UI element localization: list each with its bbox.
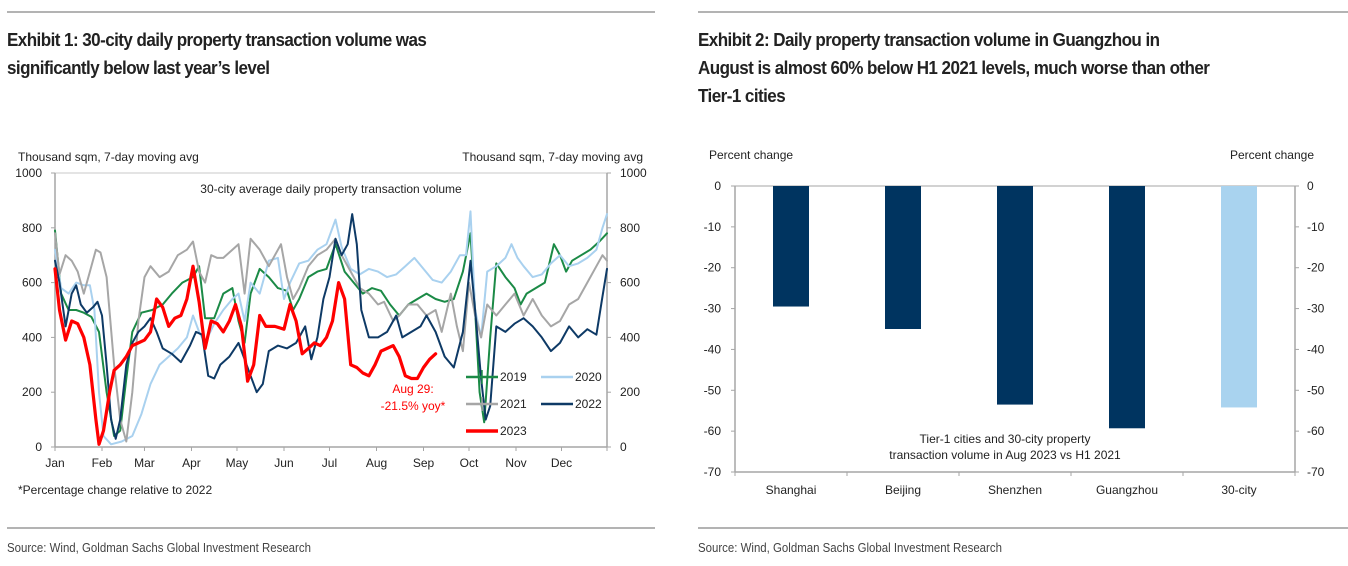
x-tick-label: Jan — [45, 456, 64, 470]
x-tick-label: Mar — [134, 456, 155, 470]
x-tick-label: Shenzhen — [988, 483, 1042, 497]
y-tick-label-left: -50 — [704, 383, 722, 397]
y-tick-label-right: 0 — [620, 440, 627, 454]
bar-30-city — [1221, 186, 1257, 408]
bar-guangzhou — [1109, 186, 1145, 429]
bar-shanghai — [773, 186, 809, 307]
x-tick-label: Dec — [551, 456, 572, 470]
series-line-2020 — [54, 210, 608, 446]
x-tick-label: Jun — [274, 456, 293, 470]
legend-label: 2019 — [500, 370, 527, 384]
series-line-2022 — [54, 213, 608, 440]
series-line-2023 — [53, 264, 438, 446]
y-tick-label-right: 0 — [1307, 179, 1314, 193]
y-tick-label-left: -70 — [704, 465, 722, 479]
y-tick-label-right: -20 — [1307, 261, 1325, 275]
chart-series-lines — [53, 210, 608, 446]
annotation-yoy: -21.5% yoy* — [381, 399, 446, 413]
x-tick-label: Apr — [182, 456, 201, 470]
y-axis-label-right: Percent change — [1230, 148, 1314, 162]
y-tick-label-right: 600 — [620, 276, 640, 290]
y-tick-label-right: -10 — [1307, 220, 1325, 234]
y-tick-label-right: 200 — [620, 385, 640, 399]
legend-item-2023: 2023 — [466, 424, 527, 438]
series-line-2021 — [54, 232, 608, 443]
top-divider — [698, 11, 1348, 13]
x-tick-label: Aug — [366, 456, 387, 470]
y-axis-label-left: Percent change — [709, 148, 793, 162]
x-tick-label: Guangzhou — [1096, 483, 1158, 497]
source-note: Source: Wind, Goldman Sachs Global Inves… — [7, 540, 311, 555]
bar-beijing — [885, 186, 921, 329]
chart-annotation-line-1: Tier-1 cities and 30-city property — [920, 432, 1091, 446]
legend-item-2022: 2022 — [541, 397, 602, 411]
y-tick-label-right: -50 — [1307, 383, 1325, 397]
line-chart-30-city-volume: Thousand sqm, 7-day moving avg Thousand … — [15, 150, 647, 497]
y-tick-label-left: 400 — [22, 330, 42, 344]
x-tick-label: Sep — [413, 456, 435, 470]
y-tick-label-left: -40 — [704, 342, 722, 356]
series-line-2019 — [54, 229, 608, 437]
exhibit-1-title-line-1: Exhibit 1: 30-city daily property transa… — [7, 29, 427, 50]
y-tick-label-left: -10 — [704, 220, 722, 234]
x-tick-label: Beijing — [885, 483, 921, 497]
y-tick-label-left: 0 — [35, 440, 42, 454]
bottom-divider — [698, 527, 1348, 529]
y-tick-label-right: 400 — [620, 330, 640, 344]
y-tick-label-left: 1000 — [15, 166, 42, 180]
y-tick-label-left: -60 — [704, 424, 722, 438]
y-tick-label-right: -60 — [1307, 424, 1325, 438]
exhibit-2-title-line-2: August is almost 60% below H1 2021 level… — [698, 57, 1210, 78]
exhibit-2-title-line-3: Tier-1 cities — [698, 85, 786, 106]
y-tick-label-right: -30 — [1307, 302, 1325, 316]
y-tick-label-left: 200 — [22, 385, 42, 399]
x-tick-label: Nov — [505, 456, 526, 470]
bar-chart-percent-change: Percent change Percent change 0 0 -10 -10 -2… — [704, 148, 1325, 497]
top-divider — [7, 11, 655, 13]
source-note: Source: Wind, Goldman Sachs Global Inves… — [698, 540, 1002, 555]
chart-annotation-line-2: transaction volume in Aug 2023 vs H1 202… — [889, 448, 1121, 462]
bottom-divider — [7, 527, 655, 529]
y-tick-label-right: -70 — [1307, 465, 1325, 479]
y-tick-label-right: 800 — [620, 221, 640, 235]
x-tick-label: 30-city — [1221, 483, 1256, 497]
exhibit-2-panel: Exhibit 2: Daily property transaction vo… — [674, 0, 1348, 566]
y-tick-label-left: -20 — [704, 261, 722, 275]
x-tick-label: Shanghai — [766, 483, 817, 497]
y-tick-label-right: 1000 — [620, 166, 647, 180]
y-tick-label-right: -40 — [1307, 342, 1325, 356]
bar-shenzhen — [997, 186, 1033, 405]
legend-label: 2021 — [500, 397, 527, 411]
chart-axes: 0 0 200 200 400 400 600 600 800 800 1000 1000 Jan Feb… — [15, 166, 647, 470]
chart-legend: 2019 2020 2021 2022 2023 — [466, 370, 602, 438]
y-axis-label-right: Thousand sqm, 7-day moving avg — [462, 150, 643, 164]
legend-item-2020: 2020 — [541, 370, 602, 384]
x-tick-label: Jul — [322, 456, 337, 470]
legend-item-2021: 2021 — [466, 397, 527, 411]
x-tick-label: Oct — [460, 456, 479, 470]
legend-item-2019: 2019 — [466, 370, 527, 384]
y-tick-label-left: 800 — [22, 221, 42, 235]
exhibit-1-title-line-2: significantly below last year’s level — [7, 57, 270, 78]
footnote: *Percentage change relative to 2022 — [18, 483, 212, 497]
exhibit-2-title-line-1: Exhibit 2: Daily property transaction vo… — [698, 29, 1160, 50]
legend-label: 2020 — [575, 370, 602, 384]
y-tick-label-left: 600 — [22, 276, 42, 290]
legend-label: 2022 — [575, 397, 602, 411]
y-tick-label-left: 0 — [714, 179, 721, 193]
y-axis-label-left: Thousand sqm, 7-day moving avg — [18, 150, 199, 164]
exhibit-1-title: Exhibit 1: 30-city daily property transa… — [7, 26, 427, 82]
legend-label: 2023 — [500, 424, 527, 438]
chart-inner-title: 30-city average daily property transacti… — [200, 182, 462, 196]
exhibit-2-title: Exhibit 2: Daily property transaction vo… — [698, 26, 1210, 110]
x-tick-label: May — [226, 456, 249, 470]
y-tick-label-left: -30 — [704, 302, 722, 316]
x-tick-label: Feb — [92, 456, 113, 470]
exhibit-1-panel: Exhibit 1: 30-city daily property transa… — [7, 11, 655, 555]
annotation-date: Aug 29: — [392, 382, 433, 396]
chart-bars — [773, 186, 1257, 429]
